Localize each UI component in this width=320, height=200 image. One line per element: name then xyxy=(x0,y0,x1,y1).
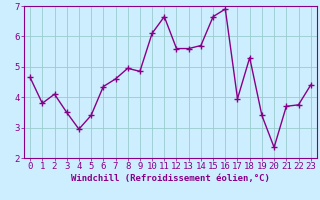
X-axis label: Windchill (Refroidissement éolien,°C): Windchill (Refroidissement éolien,°C) xyxy=(71,174,270,183)
